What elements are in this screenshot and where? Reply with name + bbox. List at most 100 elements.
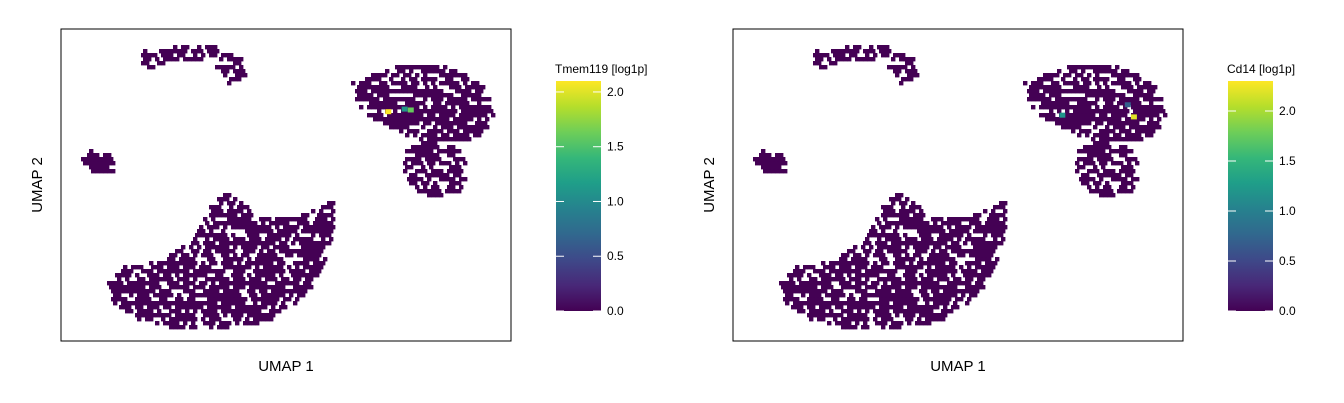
cell-point xyxy=(263,297,268,302)
cell-point xyxy=(373,85,378,90)
cell-point xyxy=(313,229,318,234)
cell-point xyxy=(1103,169,1108,174)
cell-point xyxy=(845,253,850,258)
cell-point xyxy=(227,321,232,326)
cell-point xyxy=(319,209,324,214)
cell-point xyxy=(243,281,248,286)
cell-point xyxy=(235,265,240,270)
cell-point xyxy=(261,285,266,290)
cell-point xyxy=(315,225,320,230)
cell-point xyxy=(291,225,296,230)
cell-point xyxy=(261,301,266,306)
cell-point xyxy=(1125,173,1130,178)
cell-point xyxy=(147,305,152,310)
cell-point xyxy=(425,69,430,74)
cell-point xyxy=(1083,81,1088,86)
cell-point xyxy=(429,165,434,170)
cell-point xyxy=(1155,113,1160,118)
cell-point xyxy=(233,245,238,250)
cell-point xyxy=(1117,77,1122,82)
cell-point xyxy=(391,73,396,78)
cell-point xyxy=(327,233,332,238)
cell-point xyxy=(783,169,788,174)
cell-point xyxy=(451,153,456,158)
cell-point xyxy=(477,101,482,106)
cell-point xyxy=(887,225,892,230)
cell-point xyxy=(1127,121,1132,126)
cell-point xyxy=(445,77,450,82)
cell-point xyxy=(1139,137,1144,142)
cell-point xyxy=(991,217,996,222)
cell-point xyxy=(863,265,868,270)
cell-point xyxy=(907,73,912,78)
cell-point xyxy=(1059,105,1064,110)
cell-point xyxy=(949,237,954,242)
cell-point xyxy=(197,269,202,274)
cell-point xyxy=(1093,165,1098,170)
cell-point xyxy=(413,85,418,90)
cell-point xyxy=(187,313,192,318)
cell-point xyxy=(367,81,372,86)
cell-point xyxy=(909,309,914,314)
cell-point xyxy=(221,221,226,226)
cell-point xyxy=(203,281,208,286)
cell-point xyxy=(289,229,294,234)
cell-point xyxy=(1027,97,1032,102)
cell-point xyxy=(915,217,920,222)
cell-point xyxy=(1111,89,1116,94)
cell-point xyxy=(1105,109,1110,114)
cell-point xyxy=(809,309,814,314)
cell-point xyxy=(161,293,166,298)
cell-point xyxy=(193,285,198,290)
cell-point xyxy=(807,273,812,278)
cell-point xyxy=(907,273,912,278)
cell-point xyxy=(231,273,236,278)
cell-point xyxy=(851,305,856,310)
cell-point xyxy=(235,257,240,262)
cell-point xyxy=(193,237,198,242)
cell-point xyxy=(1115,81,1120,86)
cell-point xyxy=(153,301,158,306)
cell-point xyxy=(915,265,920,270)
cell-point xyxy=(225,221,230,226)
cell-point xyxy=(1127,161,1132,166)
cell-point xyxy=(473,125,478,130)
cell-point xyxy=(483,97,488,102)
cell-point xyxy=(449,77,454,82)
cell-point xyxy=(875,233,880,238)
cell-point xyxy=(199,273,204,278)
cell-point xyxy=(449,69,454,74)
cell-point xyxy=(219,233,224,238)
cell-point xyxy=(905,269,910,274)
cell-point xyxy=(287,265,292,270)
cell-point xyxy=(479,89,484,94)
cell-point xyxy=(313,221,318,226)
cell-point xyxy=(221,269,226,274)
cell-point xyxy=(815,313,820,318)
cell-point xyxy=(145,301,150,306)
cell-point xyxy=(325,213,330,218)
cell-point xyxy=(877,221,882,226)
cell-point xyxy=(177,277,182,282)
cell-point xyxy=(267,233,272,238)
cell-point xyxy=(945,293,950,298)
cell-point xyxy=(859,273,864,278)
cell-point xyxy=(241,205,246,210)
cell-point xyxy=(421,125,426,130)
cell-point xyxy=(191,57,196,62)
cell-point xyxy=(1035,89,1040,94)
cell-point xyxy=(437,101,442,106)
cell-point xyxy=(451,169,456,174)
cell-point xyxy=(859,281,864,286)
cell-point xyxy=(885,213,890,218)
cell-point xyxy=(423,73,428,78)
cell-point xyxy=(297,221,302,226)
cell-point xyxy=(163,305,168,310)
cell-point xyxy=(943,233,948,238)
cell-point xyxy=(957,277,962,282)
cell-point xyxy=(323,233,328,238)
cell-point xyxy=(171,257,176,262)
cell-point xyxy=(929,309,934,314)
highlighted-point xyxy=(407,107,414,113)
cell-point xyxy=(1143,97,1148,102)
